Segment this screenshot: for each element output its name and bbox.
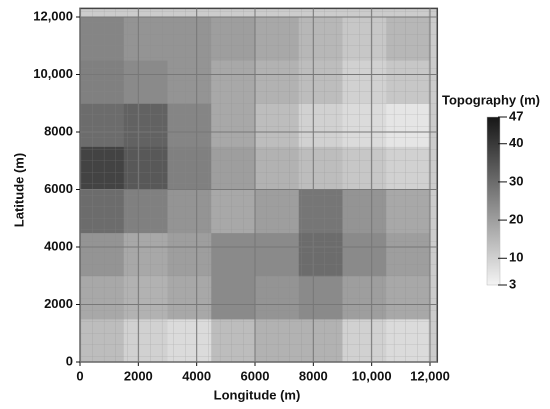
colorbar-tick-label: 10 xyxy=(509,250,523,265)
fine-grid xyxy=(80,8,438,362)
colorbar-tick-label: 3 xyxy=(509,276,516,291)
y-tick-label: 8000 xyxy=(44,123,73,138)
colorbar-tick-label: 40 xyxy=(509,135,523,150)
x-tick-label: 0 xyxy=(76,368,83,383)
colorbar-tick-label: 30 xyxy=(509,173,523,188)
x-tick-label: 4000 xyxy=(182,368,211,383)
x-tick-label: 8000 xyxy=(299,368,328,383)
x-tick-label: 6000 xyxy=(241,368,270,383)
y-tick-label: 4000 xyxy=(44,238,73,253)
colorbar-title: Topography (m) xyxy=(442,92,540,107)
y-tick-label: 10,000 xyxy=(33,66,73,81)
y-axis-label: Latitude (m) xyxy=(11,153,26,227)
x-tick-label: 10,000 xyxy=(352,368,392,383)
y-tick-label: 2000 xyxy=(44,296,73,311)
colorbar-tick-label: 20 xyxy=(509,212,523,227)
x-tick-label: 2000 xyxy=(124,368,153,383)
y-tick-label: 6000 xyxy=(44,181,73,196)
x-axis-label: Longitude (m) xyxy=(214,387,301,402)
colorbar-tick-label: 47 xyxy=(509,108,523,123)
y-tick-label: 12,000 xyxy=(33,8,73,23)
plot-area xyxy=(79,7,439,363)
y-tick-label: 0 xyxy=(66,353,73,368)
x-tick-label: 12,000 xyxy=(410,368,450,383)
colorbar xyxy=(486,116,501,286)
